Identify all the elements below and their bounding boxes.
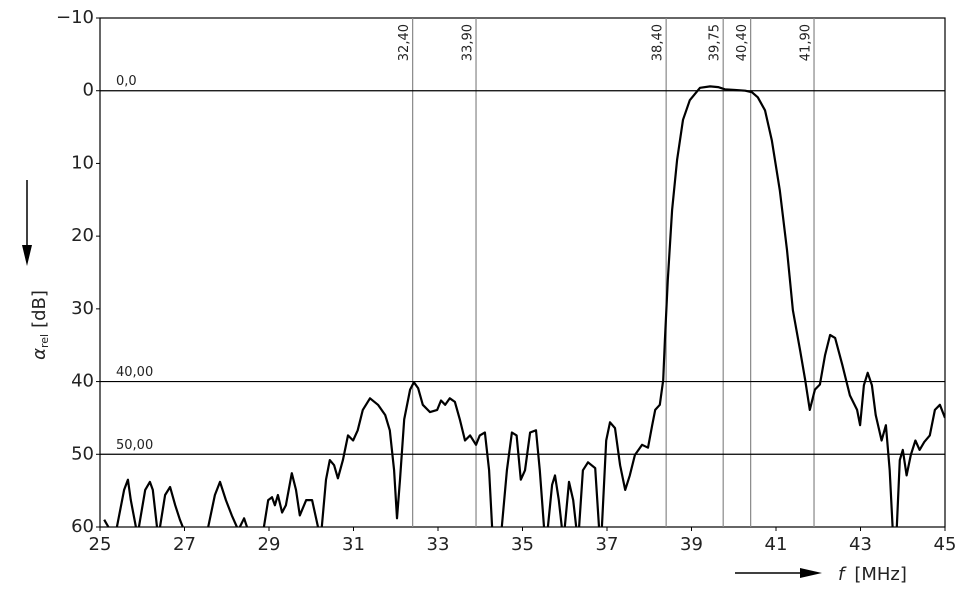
line [158, 485, 184, 527]
y-label-symbol: α [29, 348, 50, 360]
line [578, 461, 601, 527]
line [238, 517, 249, 527]
x-tick-label: 41 [765, 534, 788, 555]
line [895, 403, 945, 527]
x-tick-label: 31 [342, 534, 365, 555]
reference-label: 40,00 [116, 365, 153, 380]
line [546, 474, 563, 527]
reference-label: 40,40 [735, 24, 750, 61]
x-label-unit: [MHz] [854, 564, 907, 585]
y-axis-label: αrel [dB] [29, 290, 51, 360]
y-label: αrel [dB] [29, 290, 51, 360]
line [262, 472, 320, 527]
x-tick-label: 35 [511, 534, 534, 555]
x-tick-label: 33 [427, 534, 450, 555]
y-tick-label: 50 [71, 443, 94, 464]
line [563, 480, 578, 527]
y-tick-label: 20 [71, 225, 94, 246]
line [500, 429, 546, 527]
reference-label: 39,75 [708, 24, 723, 61]
x-tick-label: 27 [173, 534, 196, 555]
plot-frame [99, 17, 946, 528]
x-tick-label: 37 [596, 534, 619, 555]
y-tick-label: 0 [83, 80, 94, 101]
x-label-symbol: f [838, 564, 847, 585]
line [137, 480, 159, 527]
x-tick-label: 25 [89, 534, 112, 555]
y-tick-label: 40 [71, 371, 94, 392]
x-tick-label: 45 [934, 534, 957, 555]
reference-label: 50,00 [116, 438, 153, 453]
x-arrow [735, 568, 822, 578]
y-tick-label: −10 [56, 7, 94, 28]
y-arrow [22, 180, 32, 266]
x-tick-label: 39 [680, 534, 703, 555]
y-label-unit: [dB] [29, 290, 50, 328]
y-label-subscript: rel [38, 334, 51, 348]
series [103, 85, 945, 527]
y-tick-label: 30 [71, 298, 94, 319]
x-tick-label: 29 [258, 534, 281, 555]
reference-label: 38,40 [651, 24, 666, 61]
y-tick-label: 10 [71, 152, 94, 173]
line [115, 478, 137, 527]
line [320, 381, 494, 527]
x-tick-label: 43 [849, 534, 872, 555]
line [103, 519, 110, 527]
reference-label: 33,90 [461, 24, 476, 61]
y-tick-label: 60 [71, 516, 94, 537]
reference-label: 0,0 [116, 74, 137, 89]
x-label: f [MHz] [838, 564, 907, 585]
line [600, 85, 894, 527]
reference-label: 41,90 [799, 24, 814, 61]
reference-label: 32,40 [397, 24, 412, 61]
line [207, 480, 238, 527]
